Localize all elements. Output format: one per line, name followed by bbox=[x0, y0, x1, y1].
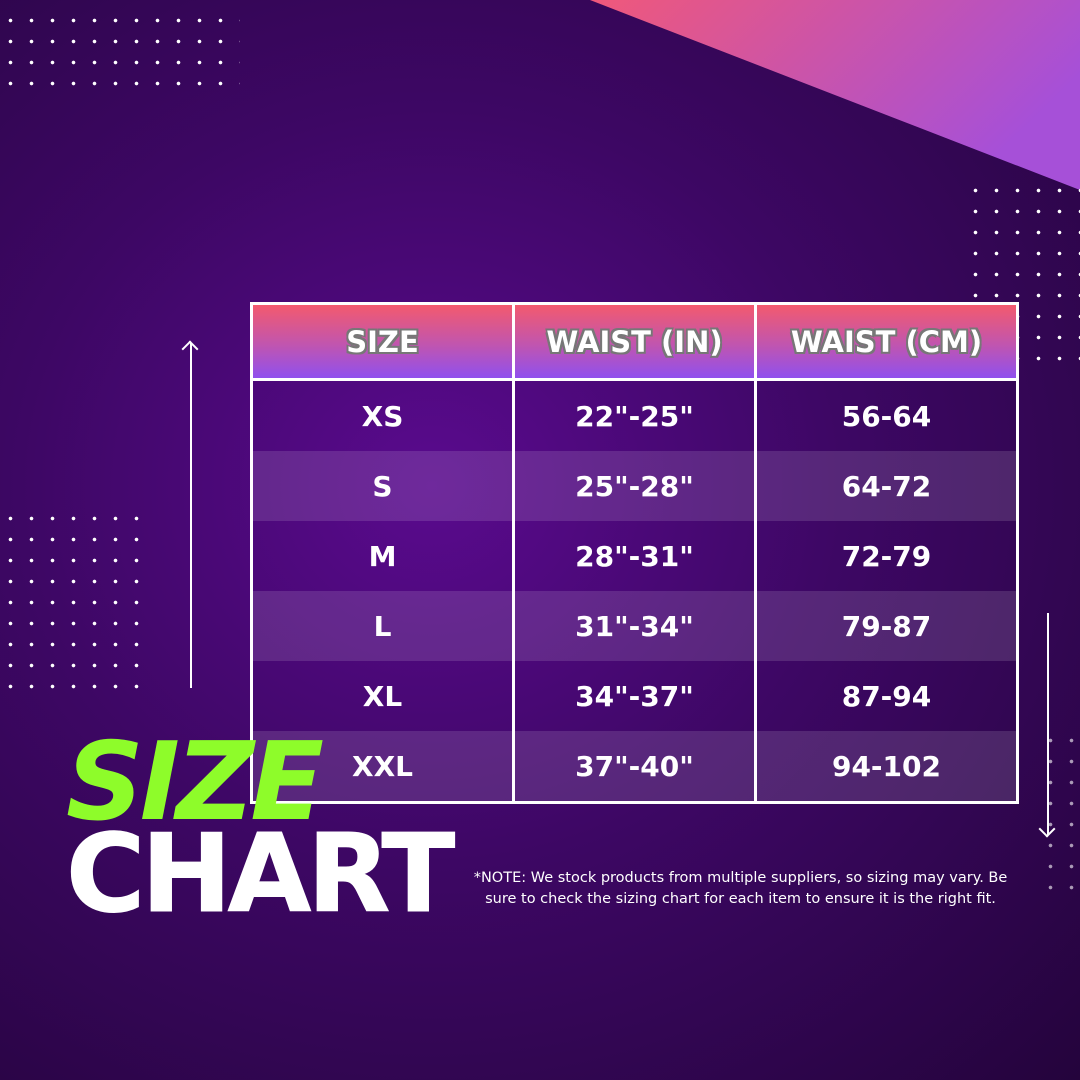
arrow-up-icon bbox=[190, 343, 192, 688]
cell-size: M bbox=[253, 521, 515, 591]
cell-waist-cm: 72-79 bbox=[841, 539, 932, 573]
header-waist-in: WAIST (IN) bbox=[515, 305, 757, 381]
cell-waist-cm: 79-87 bbox=[757, 591, 1016, 661]
cell-size: XL bbox=[253, 661, 515, 731]
arrow-down-icon bbox=[1047, 613, 1049, 835]
cell-waist-in: 25"-28" bbox=[515, 451, 757, 521]
header-waist-cm: WAIST (CM) bbox=[757, 305, 1016, 381]
cell-waist-cm: 56-64 bbox=[841, 399, 932, 433]
dot-pattern bbox=[0, 10, 240, 95]
cell-waist-in: 22"-25" bbox=[515, 381, 757, 451]
dot-pattern bbox=[1040, 730, 1080, 900]
cell-waist-cm: 94-102 bbox=[757, 731, 1016, 801]
cell-waist-cm: 64-72 bbox=[757, 451, 1016, 521]
size-table: SIZE WAIST (IN) WAIST (CM) XS 22"-25" 56-6… bbox=[250, 302, 1019, 804]
cell-size: XS bbox=[253, 381, 515, 451]
cell-waist-in: 34"-37" bbox=[515, 661, 757, 731]
cell-waist-cm: 87-94 bbox=[841, 679, 932, 713]
dot-pattern bbox=[0, 508, 150, 693]
cell-waist-in: 31"-34" bbox=[515, 591, 757, 661]
header-size: SIZE bbox=[253, 305, 515, 381]
title-chart: CHART bbox=[65, 812, 455, 938]
cell-waist-in: 37"-40" bbox=[515, 731, 757, 801]
title-size: SIZE bbox=[66, 720, 324, 845]
cell-size: XXL bbox=[253, 731, 515, 801]
cell-size: L bbox=[253, 591, 515, 661]
sizing-note: *NOTE: We stock products from multiple s… bbox=[473, 870, 1008, 907]
cell-size: S bbox=[253, 451, 515, 521]
cell-waist-in: 28"-31" bbox=[515, 521, 757, 591]
